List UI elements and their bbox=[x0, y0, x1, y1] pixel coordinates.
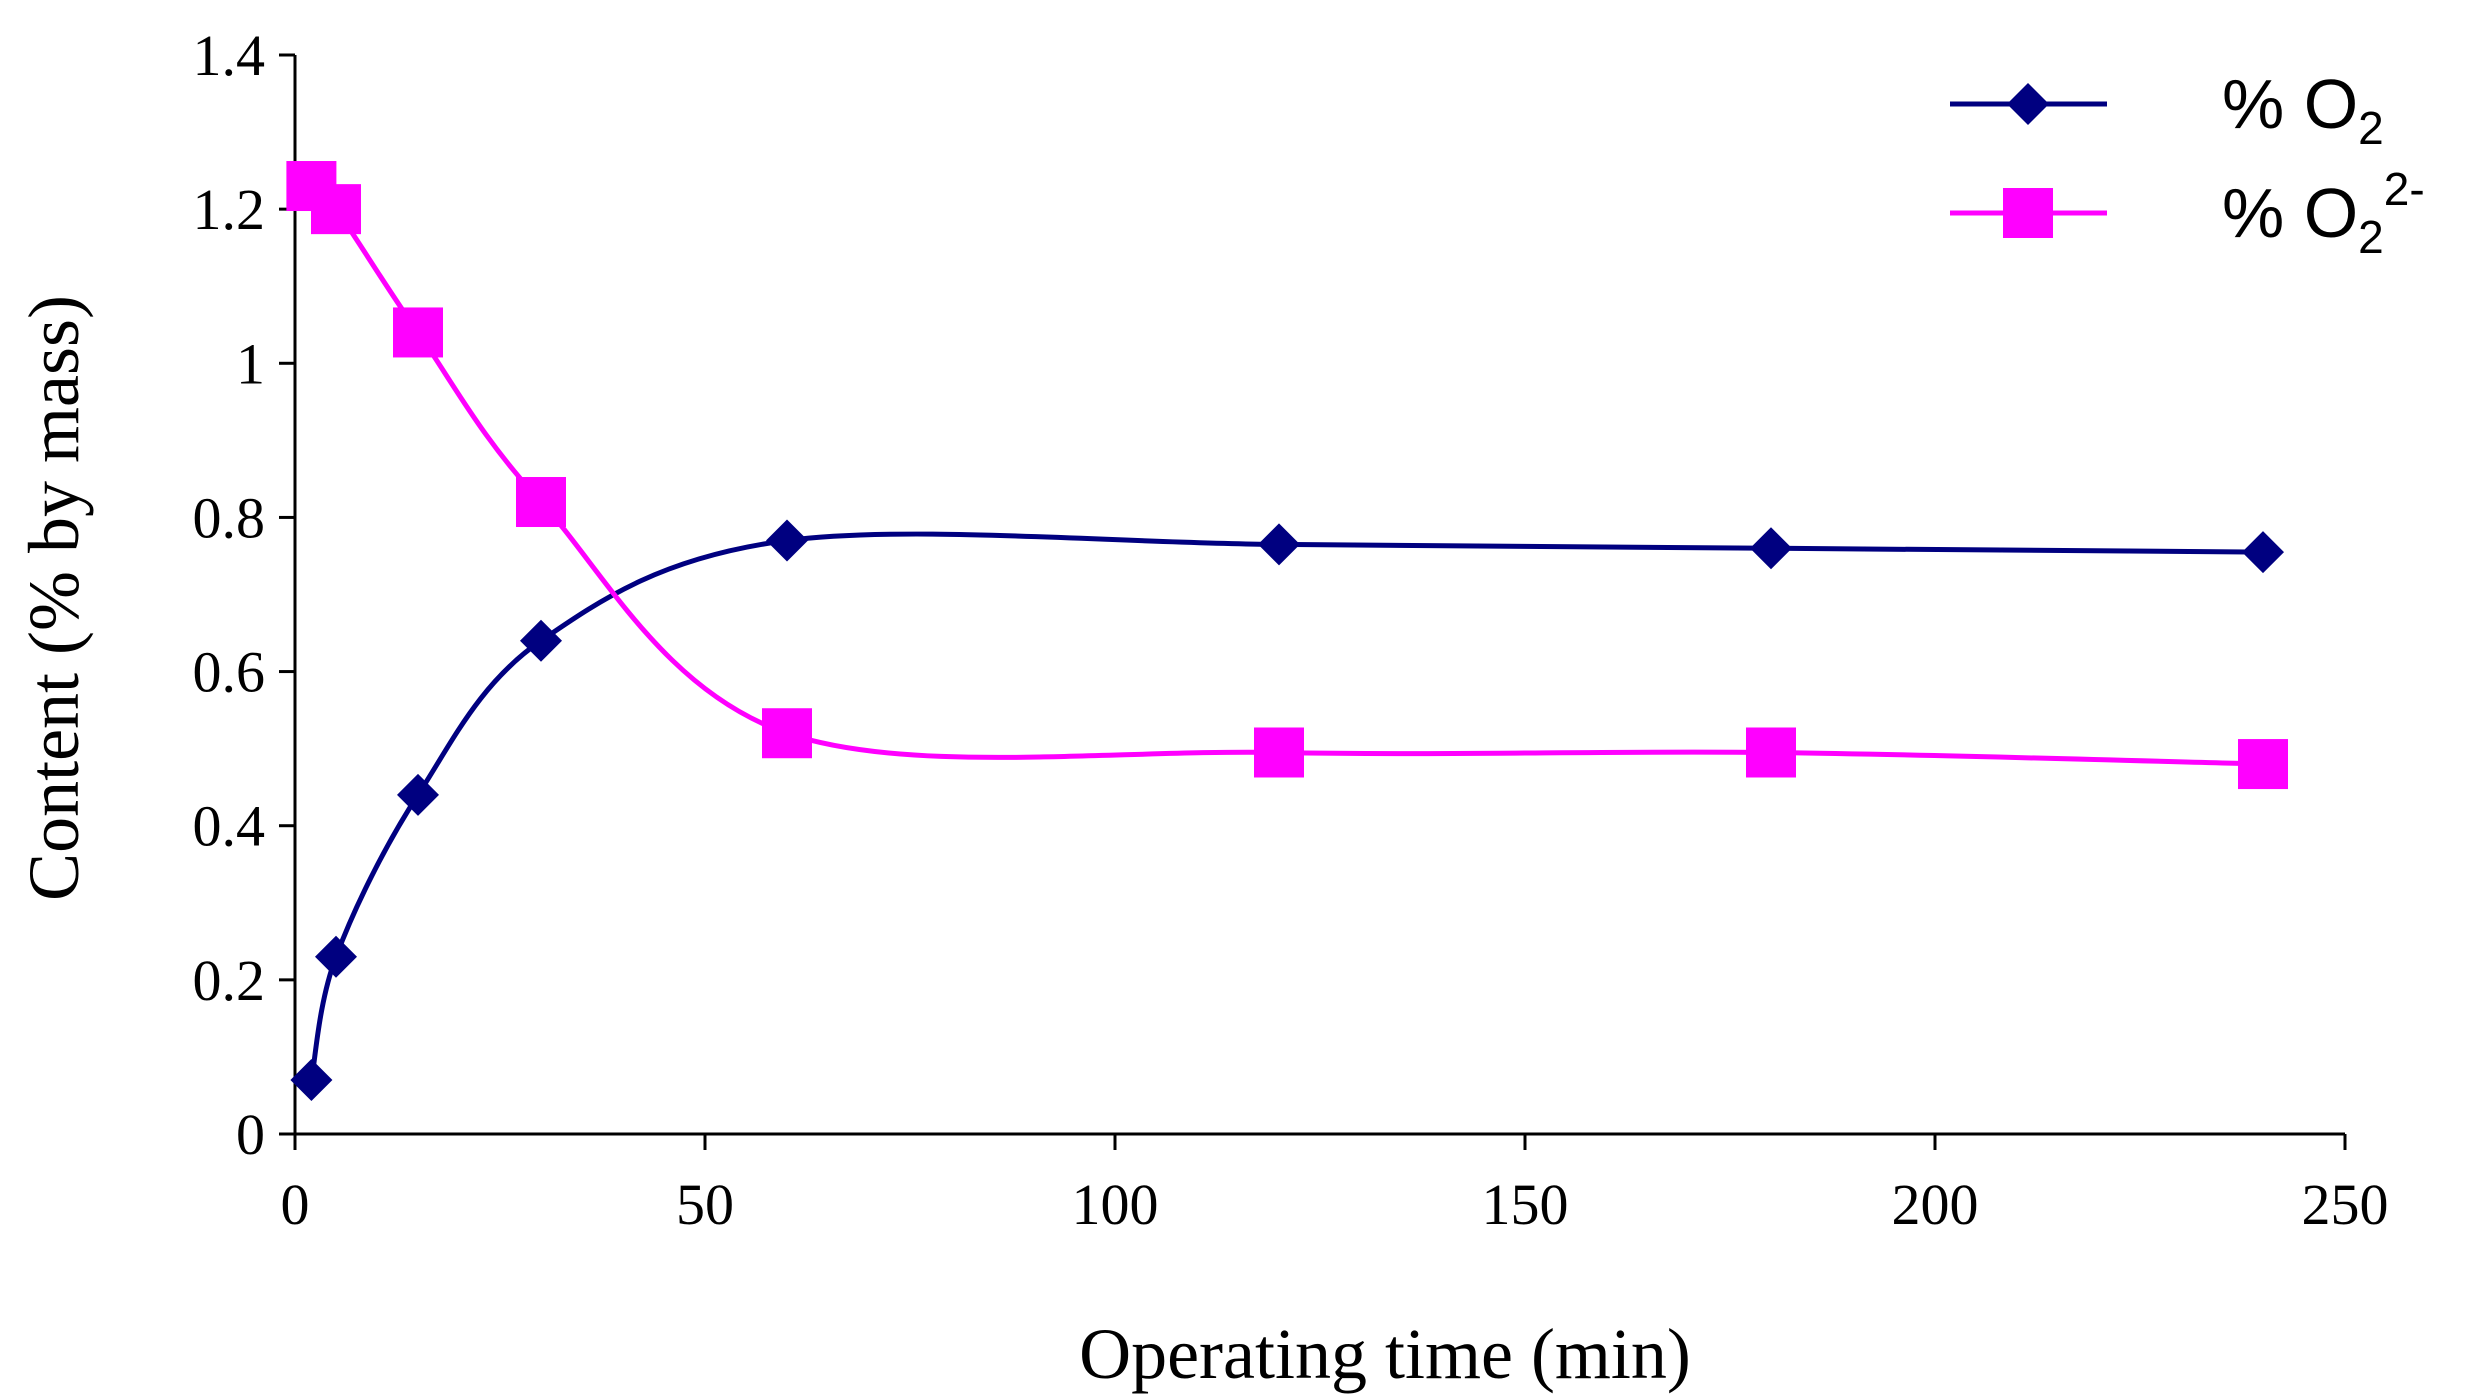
x-tick-label: 100 bbox=[1072, 1172, 1159, 1237]
y-tick-label: 1 bbox=[236, 331, 265, 396]
diamond-marker bbox=[315, 935, 357, 978]
series-line bbox=[308, 531, 2266, 1083]
series-line bbox=[308, 183, 2266, 767]
legend-label-subscript: 2 bbox=[2358, 211, 2384, 263]
x-axis: 0 50 100 150 200 250 bbox=[281, 1132, 2389, 1237]
diamond-marker bbox=[2242, 531, 2284, 574]
series-1 bbox=[290, 519, 2284, 1102]
square-marker bbox=[311, 184, 361, 235]
x-tick-label: 150 bbox=[1482, 1172, 1569, 1237]
y-tick-label: 0.2 bbox=[193, 948, 266, 1013]
series-2 bbox=[286, 161, 2288, 790]
legend-label-subscript: 2 bbox=[2358, 102, 2384, 154]
legend-item-2: % O22- bbox=[1950, 163, 2425, 263]
diamond-marker bbox=[1258, 523, 1300, 566]
legend-label: % O22- bbox=[2222, 163, 2425, 263]
diamond-marker bbox=[397, 773, 439, 816]
legend-label-main: % O bbox=[2222, 174, 2358, 252]
square-marker bbox=[2238, 739, 2288, 790]
legend-label-superscript: 2- bbox=[2384, 163, 2425, 215]
x-axis-title: Operating time (min) bbox=[1079, 1314, 1691, 1394]
x-tick-label: 250 bbox=[2302, 1172, 2389, 1237]
y-tick-label: 0.8 bbox=[193, 485, 266, 550]
x-tick-label: 0 bbox=[281, 1172, 310, 1237]
square-marker bbox=[516, 477, 566, 528]
y-tick-label: 0.6 bbox=[193, 640, 266, 705]
y-tick-label: 1.4 bbox=[193, 23, 266, 88]
legend-item-1: % O2 bbox=[1950, 65, 2384, 154]
square-marker bbox=[1746, 727, 1796, 778]
y-tick-label: 0 bbox=[236, 1102, 265, 1167]
square-marker bbox=[1254, 727, 1304, 778]
legend-label-main: % O bbox=[2222, 65, 2358, 143]
y-tick-label: 1.2 bbox=[193, 177, 266, 242]
legend-marker bbox=[2003, 188, 2053, 238]
x-tick-label: 200 bbox=[1892, 1172, 1979, 1237]
diamond-marker bbox=[1750, 527, 1792, 570]
legend-marker bbox=[2007, 83, 2049, 125]
diamond-marker bbox=[766, 519, 808, 562]
legend: % O2% O22- bbox=[1950, 65, 2425, 263]
legend-label: % O2 bbox=[2222, 65, 2384, 154]
square-marker bbox=[762, 708, 812, 759]
y-tick-label: 0.4 bbox=[193, 794, 266, 859]
series-layer bbox=[286, 161, 2288, 1102]
y-axis: 0 0.2 0.4 0.6 0.8 1 1.2 1.4 bbox=[193, 23, 297, 1167]
diamond-marker bbox=[290, 1059, 333, 1102]
diamond-marker bbox=[520, 619, 562, 662]
x-tick-label: 50 bbox=[676, 1172, 734, 1237]
y-axis-title: Content (% by mass) bbox=[14, 295, 94, 901]
square-marker bbox=[393, 307, 443, 358]
